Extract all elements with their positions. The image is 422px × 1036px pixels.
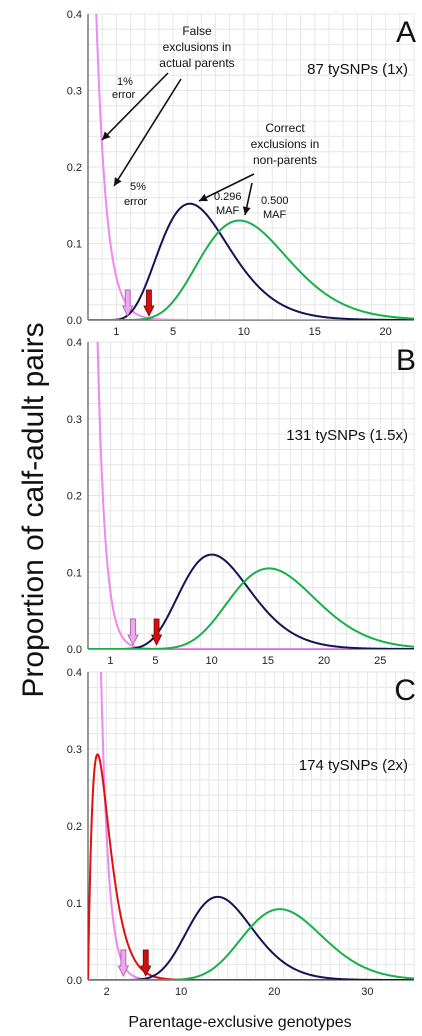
y-tick-label: 0.3: [67, 414, 82, 426]
gridlines: [87, 13, 415, 321]
y-axis-label: Proportion of calf-adult pairs: [17, 322, 50, 697]
annotation-arrowhead: [199, 193, 208, 202]
y-tick-label: 0.2: [67, 821, 82, 833]
annotation-maf-0500: MAF: [263, 209, 287, 221]
annotation-false-exclusions: False: [182, 24, 212, 38]
y-tick-label: 0.2: [67, 162, 82, 174]
y-tick-label: 0.0: [67, 975, 82, 987]
series-line: [88, 567, 414, 649]
annotation-arrows: [101, 72, 255, 216]
series-line: [88, 219, 414, 320]
annotation-arrowhead: [114, 177, 122, 186]
y-tick-label: 0.0: [67, 644, 82, 656]
panel-subtitle: 174 tySNPs (2x): [299, 757, 408, 774]
y-tick-label: 0.4: [67, 337, 82, 349]
y-tick-label: 0.0: [67, 315, 82, 327]
annotation-5pct: 5%: [130, 181, 146, 193]
annotation-maf-0296: MAF: [216, 205, 240, 217]
gridlines: [87, 671, 415, 981]
x-tick-label: 10: [175, 986, 187, 998]
cutoff-arrow: [127, 618, 139, 646]
y-tick-label: 0.3: [67, 86, 82, 98]
series-line: [88, 753, 414, 980]
y-tick-label: 0.1: [67, 239, 82, 251]
x-tick-label: 25: [374, 655, 386, 667]
series-line: [88, 202, 414, 320]
x-tick-label: 1: [113, 326, 119, 338]
cutoff-arrow: [122, 289, 134, 317]
annotation-arrow-line: [198, 173, 255, 202]
y-tick-label: 0.4: [67, 9, 82, 21]
panel-label: B: [396, 344, 416, 377]
annotation-correct-exclusions: Correct: [265, 121, 305, 135]
gridlines: [87, 341, 415, 650]
annotation-arrowhead: [242, 206, 251, 215]
x-tick-label: 5: [152, 655, 158, 667]
annotation-arrow-line: [113, 78, 182, 187]
annotation-false-exclusions: exclusions in: [163, 40, 232, 54]
x-tick-label: 20: [268, 986, 280, 998]
cutoff-arrow: [143, 289, 155, 317]
panel-label: C: [394, 674, 416, 707]
panel-label: A: [396, 16, 416, 49]
x-tick-label: 5: [170, 326, 176, 338]
annotation-correct-exclusions: exclusions in: [251, 137, 320, 151]
series-line: [96, 342, 414, 649]
y-tick-label: 0.4: [67, 667, 82, 679]
annotation-maf-0500: 0.500: [261, 195, 289, 207]
curves: [88, 342, 414, 649]
y-tick-label: 0.3: [67, 744, 82, 756]
panel-subtitle: 87 tySNPs (1x): [307, 61, 408, 78]
annotation-arrow-line: [101, 72, 169, 141]
x-tick-label: 10: [238, 326, 250, 338]
x-tick-label: 20: [380, 326, 392, 338]
cutoff-arrow: [140, 949, 152, 977]
cutoff-arrow: [150, 618, 163, 646]
x-tick-label: 30: [361, 986, 373, 998]
x-tick-label: 10: [206, 655, 218, 667]
x-tick-label: 15: [309, 326, 321, 338]
panel-subtitle: 131 tySNPs (1.5x): [286, 427, 408, 444]
annotation-false-exclusions: actual parents: [159, 56, 234, 70]
series-line: [88, 908, 414, 980]
y-tick-label: 0.1: [67, 567, 82, 579]
annotation-5pct: error: [124, 196, 148, 208]
curves: [88, 14, 414, 320]
x-tick-label: 20: [318, 655, 330, 667]
cutoff-arrow: [117, 949, 130, 977]
annotation-1pct: error: [112, 89, 136, 101]
x-tick-label: 15: [262, 655, 274, 667]
x-tick-label: 1: [107, 655, 113, 667]
annotation-arrowhead: [102, 131, 111, 140]
y-tick-label: 0.1: [67, 898, 82, 910]
x-tick-label: 2: [104, 986, 110, 998]
series-line: [88, 553, 414, 649]
annotation-1pct: 1%: [117, 76, 133, 88]
y-tick-label: 0.2: [67, 491, 82, 503]
curves: [88, 672, 414, 980]
panel-C: 0.0 0.1 0.2 0.3 0.4 2 10 20 30 C 174 tySNPs (2x): [67, 667, 416, 998]
annotation-maf-0296: 0.296: [214, 191, 242, 203]
x-axis-label: Parentage-exclusive genotypes: [128, 1014, 351, 1031]
annotation-correct-exclusions: non-parents: [253, 153, 317, 167]
